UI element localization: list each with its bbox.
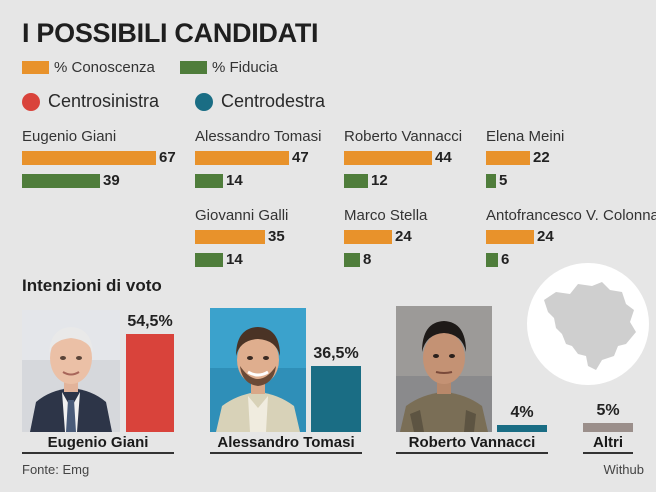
value-conoscenza-roberto-vannacci: 44: [435, 149, 452, 166]
legend-swatch-conoscenza: [22, 61, 49, 74]
coalition-dot-centrodestra: [195, 93, 213, 111]
vote-bar-altri: [583, 423, 633, 432]
bar-conoscenza-antofrancesco-v-colonna: [486, 230, 534, 244]
bar-fiducia-alessandro-tomasi: [195, 174, 223, 188]
value-fiducia-elena-meini: 5: [499, 172, 508, 189]
coalition-label-centrodestra: Centrodestra: [221, 91, 326, 111]
candidate-name-alessandro-tomasi: Alessandro Tomasi: [195, 128, 322, 145]
vote-underline-alessandro-tomasi: [210, 452, 362, 454]
value-fiducia-roberto-vannacci: 12: [371, 172, 388, 189]
value-conoscenza-antofrancesco-v-colonna: 24: [537, 228, 554, 245]
bar-fiducia-eugenio-giani: [22, 174, 100, 188]
photo-roberto-vannacci: [396, 306, 492, 432]
vote-value-eugenio-giani: 54,5%: [127, 312, 173, 330]
candidate-name-eugenio-giani: Eugenio Giani: [22, 128, 117, 145]
candidate-name-elena-meini: Elena Meini: [486, 128, 565, 145]
value-conoscenza-marco-stella: 24: [395, 228, 412, 245]
tuscany-map-icon: [526, 262, 650, 386]
photo-alessandro-tomasi: [210, 308, 306, 432]
bar-fiducia-marco-stella: [344, 253, 360, 267]
candidate-name-antofrancesco-v-colonna: Antofrancesco V. Colonna: [486, 207, 656, 224]
bar-conoscenza-marco-stella: [344, 230, 392, 244]
bar-fiducia-antofrancesco-v-colonna: [486, 253, 498, 267]
value-conoscenza-alessandro-tomasi: 47: [292, 149, 309, 166]
value-fiducia-alessandro-tomasi: 14: [226, 172, 243, 189]
value-conoscenza-giovanni-galli: 35: [268, 228, 285, 245]
bar-fiducia-giovanni-galli: [195, 253, 223, 267]
value-fiducia-antofrancesco-v-colonna: 6: [501, 251, 510, 268]
vote-value-altri: 5%: [596, 402, 620, 419]
value-conoscenza-elena-meini: 22: [533, 149, 550, 166]
bar-conoscenza-giovanni-galli: [195, 230, 265, 244]
bar-conoscenza-eugenio-giani: [22, 151, 156, 165]
value-conoscenza-eugenio-giani: 67: [159, 149, 176, 166]
legend-label-conoscenza: % Conoscenza: [54, 59, 155, 76]
coalition-dot-centrosinistra: [22, 93, 40, 111]
vote-bar-eugenio-giani: [126, 333, 174, 432]
coalition-label-centrosinistra: Centrosinistra: [48, 91, 160, 111]
candidate-name-roberto-vannacci: Roberto Vannacci: [344, 128, 463, 145]
vote-name-eugenio-giani: Eugenio Giani: [47, 434, 149, 451]
bar-fiducia-roberto-vannacci: [344, 174, 368, 188]
credit-label: Withub: [603, 462, 644, 477]
vote-value-alessandro-tomasi: 36,5%: [313, 345, 359, 363]
legend-swatch-fiducia: [180, 61, 207, 74]
bar-conoscenza-elena-meini: [486, 151, 530, 165]
vote-underline-eugenio-giani: [22, 452, 174, 454]
legend-label-fiducia: % Fiducia: [212, 59, 278, 76]
vote-bar-alessandro-tomasi: [311, 366, 361, 432]
vote-underline-altri: [583, 452, 633, 454]
vote-name-altri: Altri: [593, 434, 623, 451]
section-title: Intenzioni di voto: [22, 276, 162, 295]
bar-fiducia-elena-meini: [486, 174, 496, 188]
vote-underline-roberto-vannacci: [396, 452, 548, 454]
chart-title: I POSSIBILI CANDIDATI: [22, 18, 319, 48]
photo-eugenio-giani: [22, 310, 120, 432]
value-fiducia-giovanni-galli: 14: [226, 251, 243, 268]
candidate-name-giovanni-galli: Giovanni Galli: [195, 207, 289, 224]
value-fiducia-eugenio-giani: 39: [103, 172, 120, 189]
source-label: Fonte: Emg: [22, 462, 90, 477]
vote-name-roberto-vannacci: Roberto Vannacci: [408, 434, 536, 451]
bar-conoscenza-roberto-vannacci: [344, 151, 432, 165]
value-fiducia-marco-stella: 8: [363, 251, 372, 268]
bar-conoscenza-alessandro-tomasi: [195, 151, 289, 165]
candidate-name-marco-stella: Marco Stella: [344, 207, 428, 224]
vote-value-roberto-vannacci: 4%: [510, 403, 534, 421]
vote-name-alessandro-tomasi: Alessandro Tomasi: [217, 434, 355, 451]
vote-bar-roberto-vannacci: [497, 424, 547, 432]
